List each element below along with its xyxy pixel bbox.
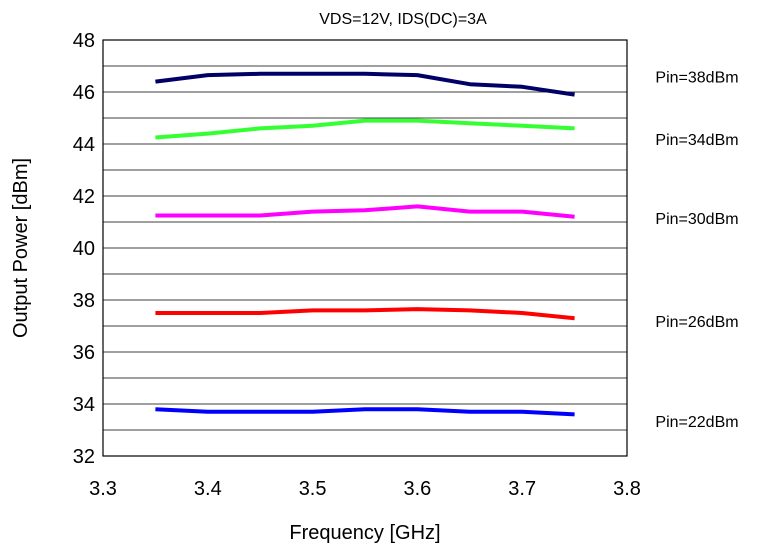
y-tick-label: 38 [73,290,95,312]
y-tick-label: 34 [73,394,95,416]
series-line [155,71,575,97]
y-tick-label: 44 [73,134,95,156]
gridlines [103,65,627,431]
series-label: Pin=34dBm [655,132,738,149]
series-line [155,118,575,140]
y-tick-label: 40 [73,238,95,260]
series-line [155,307,575,321]
x-tick-label: 3.5 [299,478,327,500]
y-tick-label: 42 [73,186,95,208]
y-tick-label: 36 [73,342,95,364]
y-axis-label: Output Power [dBm] [10,158,32,338]
y-tick-label: 32 [73,446,95,468]
plot-area [102,39,628,457]
series-label: Pin=30dBm [655,211,738,228]
x-tick-label: 3.4 [194,478,222,500]
chart-title: VDS=12V, IDS(DC)=3A [319,11,487,28]
x-tick-label: 3.8 [613,478,641,500]
series-labels: Pin=38dBm Pin=34dBm Pin=30dBm Pin=26dBm Pin=… [655,69,738,431]
x-tick-label: 3.7 [508,478,536,500]
series-line [155,407,575,417]
series-line [155,204,575,219]
series-label: Pin=38dBm [655,69,738,86]
series-layer [155,71,575,417]
axis-ticks: 32 34 36 38 40 42 44 46 48 3.3 3.4 3.5 3.6 3.7 3.8 [73,30,641,500]
series-label: Pin=22dBm [655,414,738,431]
x-tick-label: 3.6 [403,478,431,500]
x-axis-label: Frequency [GHz] [289,522,440,544]
series-label: Pin=26dBm [655,314,738,331]
y-tick-label: 48 [73,30,95,52]
y-tick-label: 46 [73,82,95,104]
x-tick-label: 3.3 [89,478,117,500]
